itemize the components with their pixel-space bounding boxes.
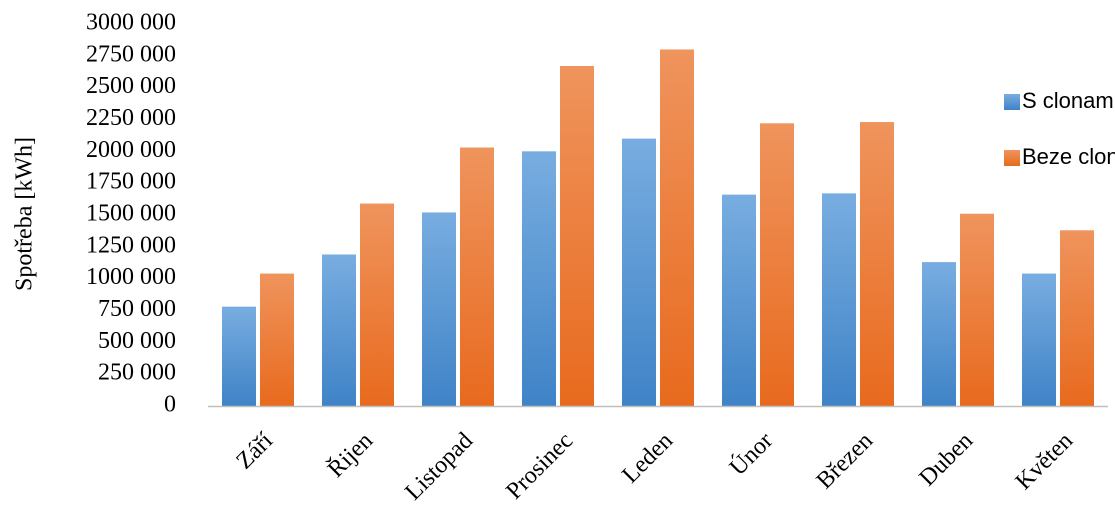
x-category-label: Květen xyxy=(1011,428,1078,495)
bar-beze-clon xyxy=(560,66,594,407)
bar-s-clonami xyxy=(322,254,356,406)
bars xyxy=(222,49,1094,407)
bar-s-clonami xyxy=(1022,273,1056,406)
bar-s-clonami xyxy=(522,151,556,406)
bar-s-clonami xyxy=(622,138,656,406)
x-axis-labels: Září Řijen Listopad Prosinec Leden Únor Březen… xyxy=(231,427,1078,506)
y-axis-ticks: 0 250 000 500 000 750 000 1000 000 1250 000 15… xyxy=(86,10,176,418)
bar-s-clonami xyxy=(422,212,456,406)
bar-s-clonami xyxy=(822,193,856,406)
y-axis-title: Spotřeba [kWh] xyxy=(12,137,38,291)
bar-beze-clon xyxy=(760,123,794,406)
y-tick-label: 1000 000 xyxy=(86,264,176,290)
bar-beze-clon xyxy=(260,273,294,406)
bar-beze-clon xyxy=(660,49,694,406)
y-tick-label: 2000 000 xyxy=(86,137,176,163)
x-category-label: Duben xyxy=(915,428,979,492)
x-category-label: Řijen xyxy=(323,428,378,483)
y-tick-label: 2750 000 xyxy=(86,41,176,67)
bar-beze-clon xyxy=(1060,230,1094,406)
y-tick-label: 250 000 xyxy=(98,360,176,386)
x-category-label: Březen xyxy=(812,428,878,494)
bar-s-clonami xyxy=(222,306,256,406)
y-tick-label: 750 000 xyxy=(98,296,176,322)
y-tick-label: 1250 000 xyxy=(86,232,176,258)
legend: S clonami Beze clon xyxy=(1004,88,1115,169)
legend-label-s-clonami: S clonami xyxy=(1022,88,1115,113)
x-category-label: Leden xyxy=(617,428,678,489)
legend-label-beze-clon: Beze clon xyxy=(1022,144,1115,169)
y-tick-label: 2250 000 xyxy=(86,105,176,131)
y-tick-label: 0 xyxy=(164,392,176,418)
x-category-label: Září xyxy=(231,428,278,475)
bar-s-clonami xyxy=(922,262,956,406)
y-tick-label: 1500 000 xyxy=(86,201,176,227)
y-tick-label: 3000 000 xyxy=(86,10,176,36)
bar-beze-clon xyxy=(460,147,494,406)
y-tick-label: 1750 000 xyxy=(86,169,176,195)
x-category-label: Prosinec xyxy=(501,428,578,505)
bar-beze-clon xyxy=(360,203,394,406)
x-category-label: Únor xyxy=(724,427,778,481)
bar-s-clonami xyxy=(722,194,756,406)
x-category-label: Listopad xyxy=(400,428,478,506)
y-tick-label: 500 000 xyxy=(98,328,176,354)
bar-beze-clon xyxy=(860,122,894,407)
legend-swatch-beze-clon xyxy=(1004,150,1020,166)
legend-swatch-s-clonami xyxy=(1004,94,1020,110)
y-tick-label: 2500 000 xyxy=(86,73,176,99)
bar-beze-clon xyxy=(960,213,994,406)
